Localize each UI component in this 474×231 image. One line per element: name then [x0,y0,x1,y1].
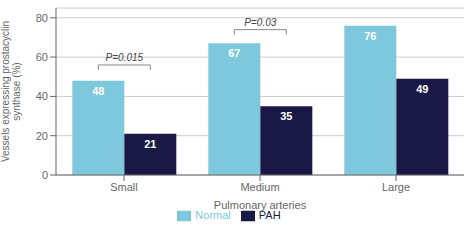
svg-text:Vessels expressing prostacycli: Vessels expressing prostacyclinsynthase … [8,21,22,162]
svg-text:67: 67 [228,47,240,59]
svg-text:Small: Small [110,181,138,193]
html-text:Normal: Normal [195,209,231,221]
svg-text:80: 80 [36,12,48,24]
svg-text:21: 21 [144,138,156,150]
svg-text:76: 76 [364,30,376,42]
svg-text:49: 49 [416,83,428,95]
svg-text:48: 48 [92,85,104,97]
svg-text:Large: Large [382,181,410,193]
svg-text:40: 40 [36,90,48,102]
svg-text:20: 20 [36,130,48,142]
svg-text:Medium: Medium [240,181,279,193]
svg-text:0: 0 [42,169,48,181]
svg-text:Pulmonary arteries: Pulmonary arteries [214,199,307,211]
svg-text:P=0.015: P=0.015 [106,52,144,63]
svg-text:P=0.03: P=0.03 [244,17,276,28]
html-text:PAH: PAH [258,209,281,221]
svg-text:35: 35 [280,110,292,122]
svg-text:60: 60 [36,51,48,63]
